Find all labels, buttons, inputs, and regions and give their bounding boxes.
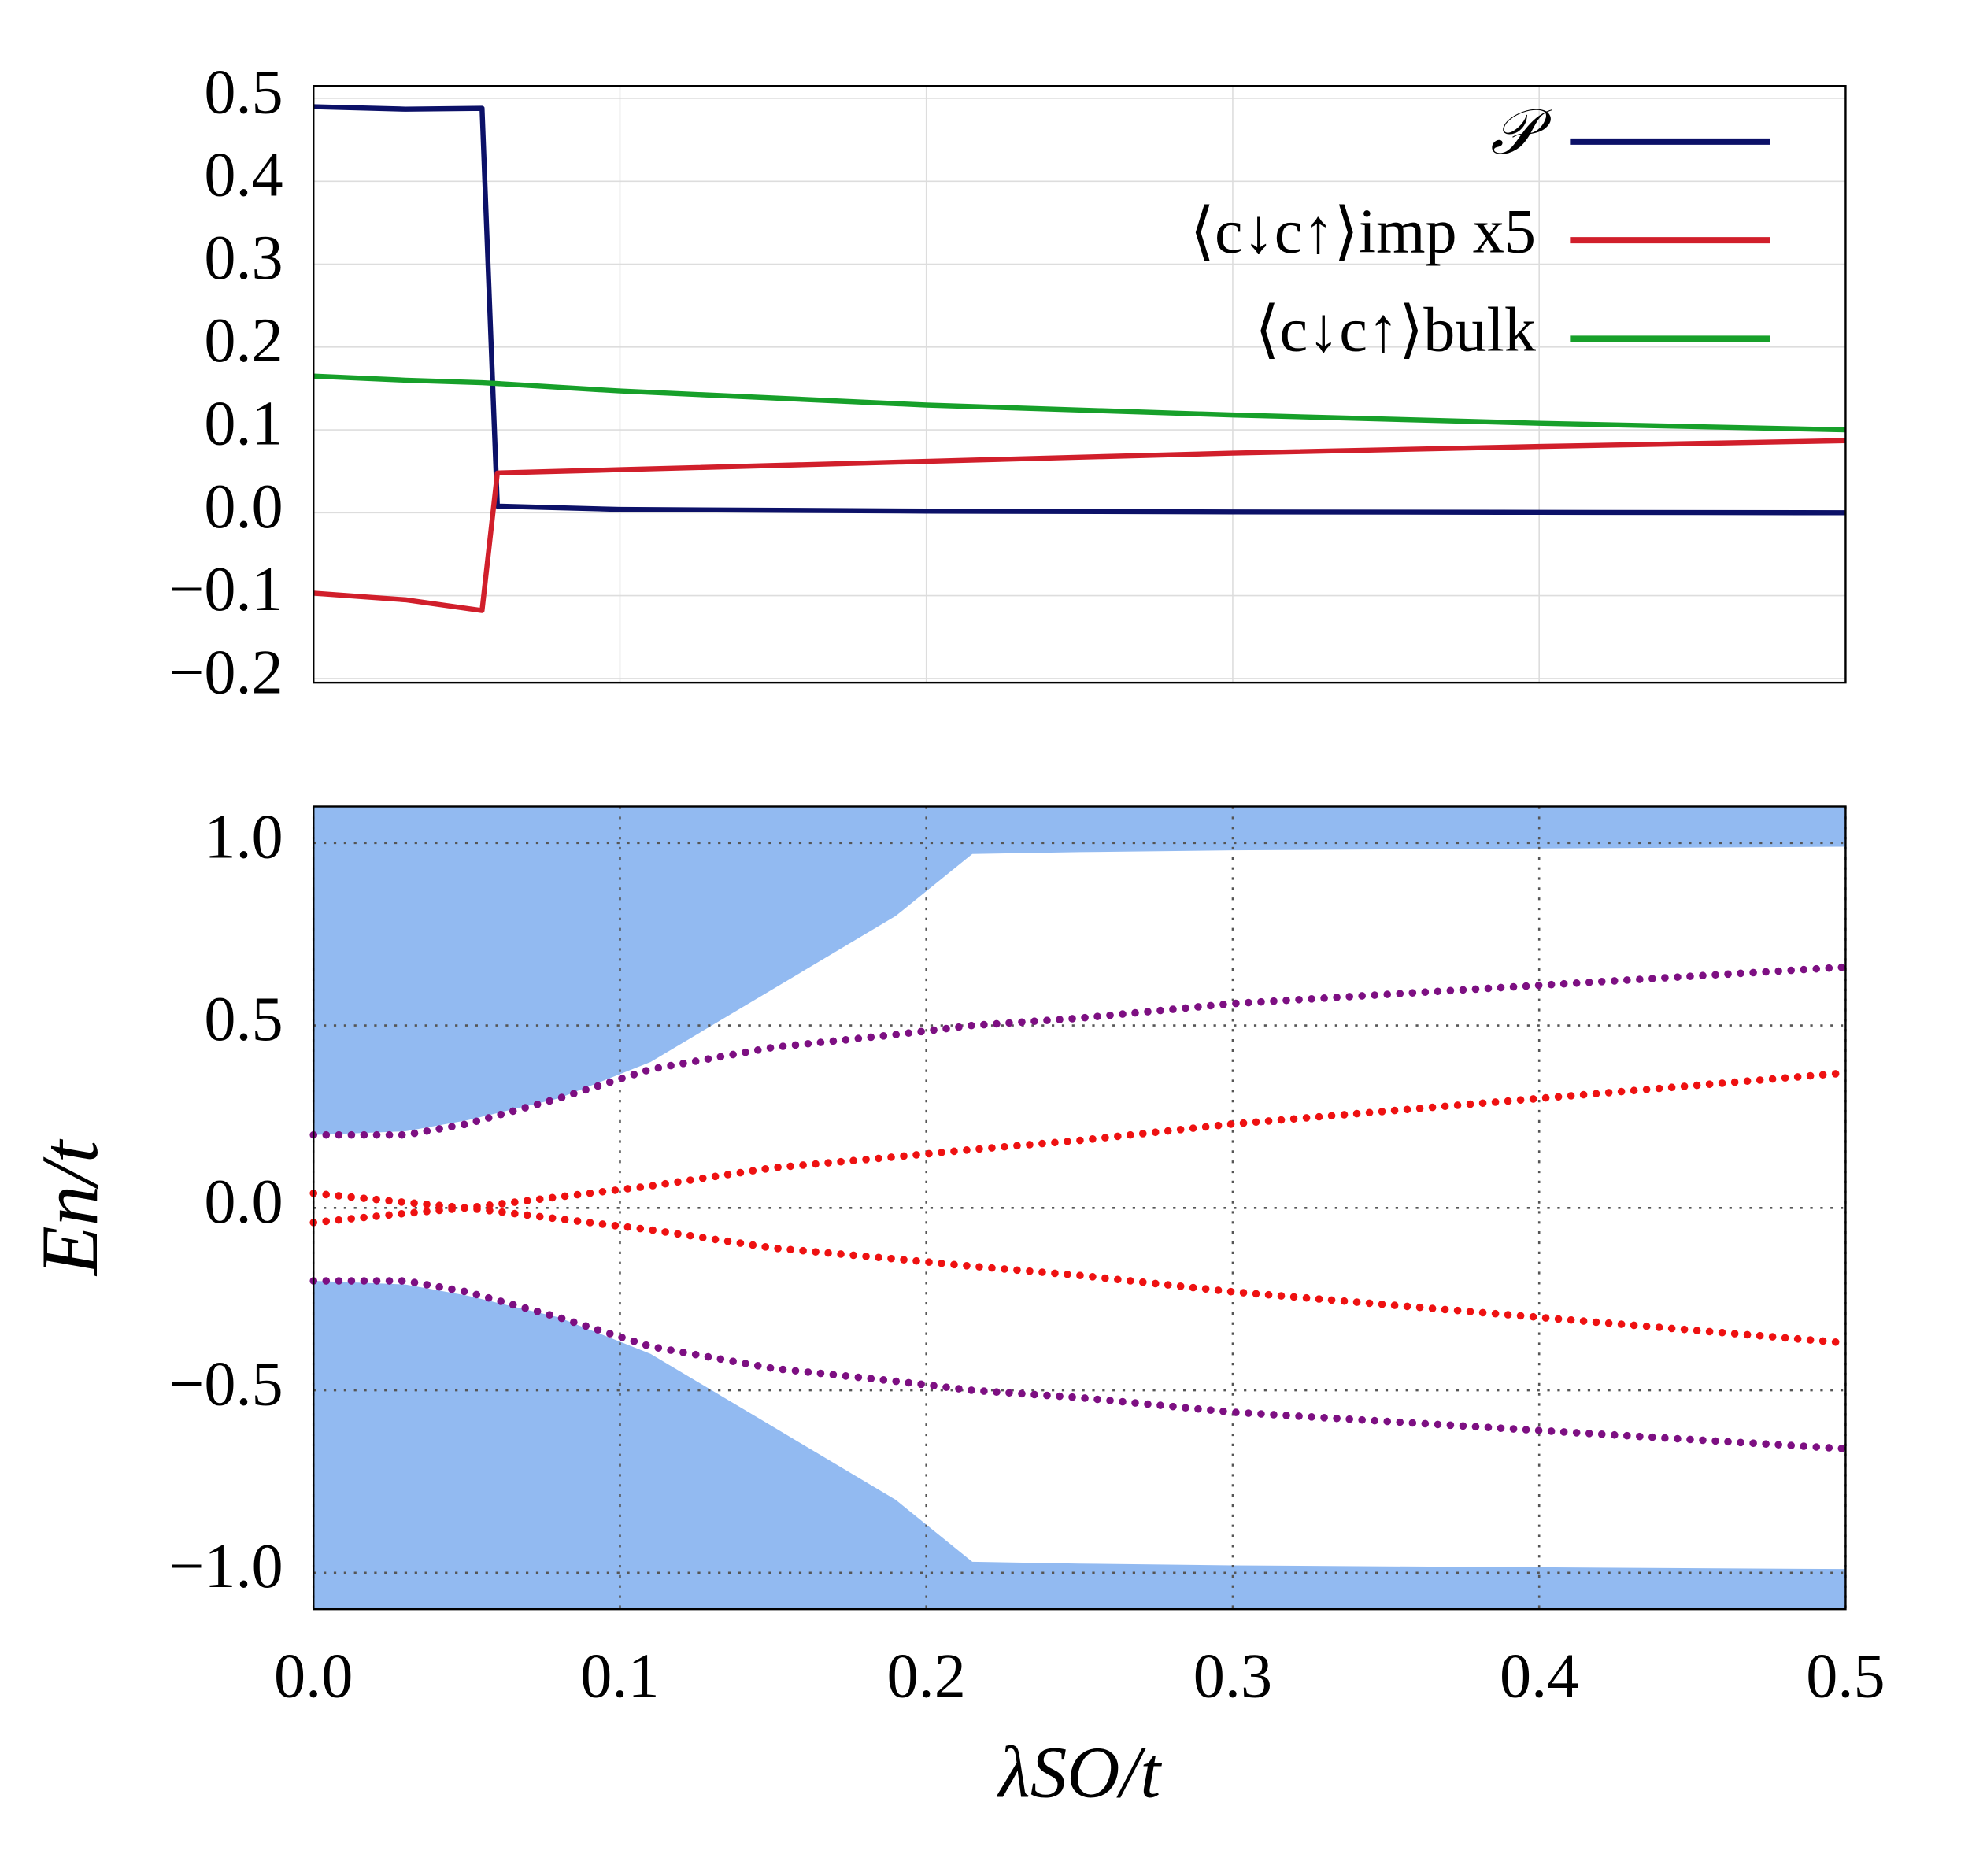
x-tick-label: 0.1 [580,1641,659,1711]
y-tick-label: −0.5 [168,1349,283,1419]
x-tick-label: 0.0 [274,1641,353,1711]
band-area [313,1281,1846,1610]
dot-series [309,1189,1850,1347]
y-tick-label: 0.0 [204,472,283,542]
legend-label: ⟨c↓c↑⟩imp x5 [1190,196,1536,266]
dot-series [309,963,1850,1139]
y-axis-label: En/t [25,1138,115,1277]
y-tick-label: 0.4 [204,140,283,210]
y-tick-label: 1.0 [204,801,283,871]
y-tick-label: 0.2 [204,305,283,376]
dot-series [309,1277,1850,1453]
legend-label: ⟨c↓c↑⟩bulk [1255,295,1537,365]
y-tick-label: 0.1 [204,388,283,458]
dot-series [309,1069,1850,1227]
y-tick-label: 0.5 [204,57,283,127]
y-tick-label: −0.2 [168,637,283,707]
line-series [313,373,1846,433]
band-area [313,806,1846,1135]
y-tick-label: 0.0 [204,1167,283,1237]
legend-label: 𝒫 [1490,98,1552,168]
line-series [313,104,1846,516]
plot-frame [313,85,1847,684]
y-tick-label: 0.5 [204,984,283,1054]
x-tick-label: 0.3 [1193,1641,1272,1711]
y-tick-label: −0.1 [168,554,283,624]
plot-frame [313,805,1847,1611]
y-tick-label: −1.0 [168,1531,283,1601]
x-tick-label: 0.2 [887,1641,966,1711]
line-series [313,438,1846,613]
x-tick-label: 0.5 [1806,1641,1885,1711]
y-tick-label: 0.3 [204,223,283,293]
x-tick-label: 0.4 [1500,1641,1578,1711]
x-axis-label: λSO/t [996,1732,1162,1813]
